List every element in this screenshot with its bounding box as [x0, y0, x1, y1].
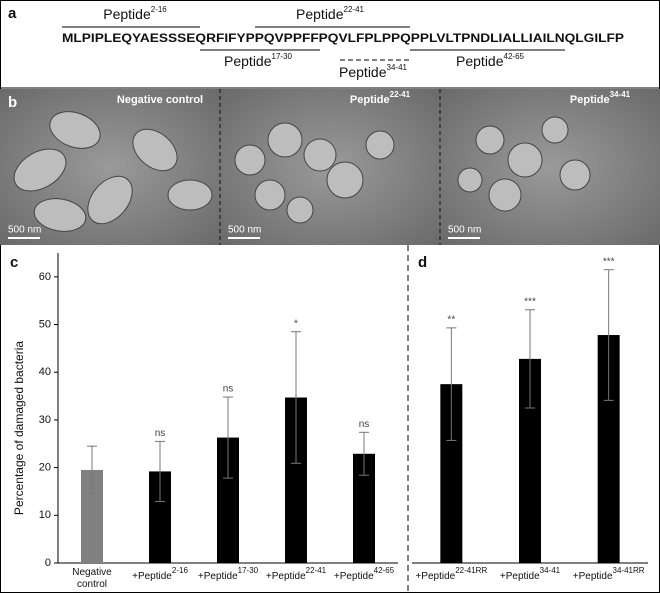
- x-tick-label-text: +Peptide: [415, 571, 455, 582]
- x-tick-label: +Peptide22-41RR: [415, 566, 487, 582]
- peptide-label-text: Peptide: [456, 53, 504, 69]
- x-tick-label-sup: 34-41: [540, 566, 561, 575]
- x-tick-label-text: +Peptide: [198, 571, 238, 582]
- x-tick-label-sup: 34-41RR: [613, 566, 645, 575]
- x-tick-label-sup: 17-30: [238, 566, 259, 575]
- image-title-sup: 22-41: [390, 90, 411, 99]
- bar: [519, 358, 541, 563]
- peptide-label-text: Peptide: [296, 6, 344, 22]
- image-title-text: Negative control: [117, 94, 203, 106]
- y-tick-label: 40: [39, 366, 51, 378]
- peptide-lines: [62, 26, 565, 61]
- x-tick-label-text: +Peptide: [500, 571, 540, 582]
- significance-label: ***: [524, 296, 536, 307]
- error-bar: [155, 440, 165, 502]
- peptide-label-sup: 22-41: [344, 5, 365, 14]
- image-title-text: Peptide: [350, 94, 390, 106]
- peptide-label: Peptide34-41: [339, 63, 407, 80]
- y-tick-label: 50: [39, 318, 51, 330]
- significance-label: ***: [603, 256, 615, 267]
- scale-bar-label: 500 nm: [448, 225, 481, 236]
- x-tick-label: +Peptide34-41: [500, 566, 561, 582]
- peptide-label-sup: 17-30: [272, 52, 293, 61]
- bar: [285, 397, 307, 563]
- y-tick-label: 10: [39, 509, 51, 521]
- panel-label: c: [10, 254, 18, 271]
- bar: [353, 453, 375, 563]
- x-tick-label-sup: 2-16: [172, 566, 189, 575]
- y-tick-label: 20: [39, 462, 51, 474]
- error-bar: [525, 309, 535, 409]
- x-tick-label-text: +Peptide: [266, 571, 306, 582]
- significance-label: ns: [155, 428, 166, 439]
- panel-label: a: [8, 5, 17, 22]
- peptide-label-sup: 34-41: [387, 63, 408, 72]
- image-title: Peptide22-41: [350, 90, 411, 106]
- bar: [149, 471, 171, 563]
- bar: [217, 437, 239, 563]
- y-axis-title: Percentage of damaged bacteria: [12, 341, 26, 515]
- x-tick-label-line: Negative: [72, 567, 112, 578]
- x-tick-label: Negative control: [72, 567, 112, 590]
- error-bar: [223, 396, 233, 479]
- bar: [597, 335, 620, 563]
- sem-panel: [0, 89, 660, 245]
- x-tick-label-text: +Peptide: [334, 571, 374, 582]
- scale-bar-label: 500 nm: [8, 225, 41, 236]
- x-tick-label-sup: 22-41RR: [455, 566, 487, 575]
- error-bar: [359, 431, 369, 476]
- peptide-label-text: Peptide: [224, 53, 272, 69]
- bar: [81, 470, 103, 563]
- x-tick-label: +Peptide34-41RR: [573, 566, 645, 582]
- significance-label: ns: [223, 384, 234, 395]
- x-tick-label: +Peptide2-16: [132, 566, 188, 582]
- y-tick-label: 0: [45, 557, 51, 569]
- significance-label: **: [447, 315, 455, 326]
- error-bar: [291, 331, 301, 464]
- x-tick-label: +Peptide22-41: [266, 566, 327, 582]
- peptide-label-sup: 2-16: [151, 5, 168, 14]
- x-tick-label-line: control: [77, 579, 107, 590]
- peptide-label: Peptide42-65: [456, 52, 524, 69]
- panel-label: d: [418, 254, 427, 271]
- image-title: Negative control: [117, 94, 203, 106]
- error-bar: [87, 445, 97, 495]
- peptide-label: Peptide22-41: [296, 5, 364, 22]
- image-title-sup: 34-41: [610, 90, 631, 99]
- sequence: MLPIPLEQYAESSSEQRFIFYPPQVPPFFPQVLFPLPPQP…: [62, 31, 624, 45]
- x-tick-label-sup: 42-65: [374, 566, 395, 575]
- bar: [440, 384, 463, 563]
- x-tick-label: +Peptide17-30: [198, 566, 259, 582]
- peptide-label-text: Peptide: [103, 6, 151, 22]
- image-title-text: Peptide: [570, 94, 610, 106]
- peptide-label: Peptide2-16: [103, 5, 167, 22]
- peptide-label-text: Peptide: [339, 64, 387, 80]
- peptide-label: Peptide17-30: [224, 52, 292, 69]
- x-tick-label-sup: 22-41: [306, 566, 327, 575]
- panel-label: b: [8, 94, 17, 111]
- image-title: Peptide34-41: [570, 90, 631, 106]
- significance-label: ns: [359, 419, 370, 430]
- error-bar: [603, 269, 614, 401]
- x-tick-label-text: +Peptide: [132, 571, 172, 582]
- y-tick-label: 30: [39, 414, 51, 426]
- x-tick-label-text: +Peptide: [573, 571, 613, 582]
- error-bar: [446, 327, 457, 441]
- scale-bar-label: 500 nm: [228, 225, 261, 236]
- x-tick-label: +Peptide42-65: [334, 566, 395, 582]
- y-tick-label: 60: [39, 271, 51, 283]
- significance-label: *: [294, 318, 298, 329]
- peptide-label-sup: 42-65: [504, 52, 525, 61]
